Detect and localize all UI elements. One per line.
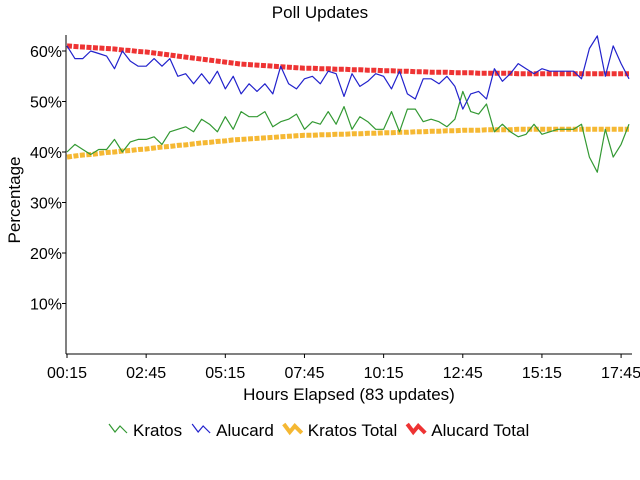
x-tick-label: 12:45 bbox=[443, 365, 483, 382]
y-tick-label: 10% bbox=[30, 297, 62, 314]
series-line-kratos-total bbox=[66, 126, 629, 160]
x-tick-label: 05:15 bbox=[205, 365, 245, 382]
y-ticks: 10% 20% 30% 40% 50% 60% bbox=[30, 44, 66, 314]
x-tick-label: 10:15 bbox=[364, 365, 404, 382]
y-tick-label: 20% bbox=[30, 246, 62, 263]
series-line-alucard-total bbox=[66, 43, 629, 77]
legend-swatch-alucard-total bbox=[405, 422, 427, 436]
legend: Kratos Alucard Kratos Total Alucard Total bbox=[108, 421, 529, 440]
y-axis-label: Percentage bbox=[5, 157, 24, 244]
x-tick-label: 02:45 bbox=[126, 365, 166, 382]
legend-swatch-kratos-total bbox=[282, 422, 304, 436]
x-ticks: 00:15 02:45 05:15 07:45 10:15 12:45 15:15 17:45… bbox=[47, 354, 640, 382]
legend-label-kratos-total: Kratos Total bbox=[308, 421, 397, 440]
legend-label-alucard-total: Alucard Total bbox=[431, 421, 529, 440]
x-tick-label: 17:45 bbox=[601, 365, 640, 382]
legend-label-alucard: Alucard bbox=[216, 421, 274, 440]
x-axis-label: Hours Elapsed (83 updates) bbox=[243, 385, 455, 404]
legend-label-kratos: Kratos bbox=[133, 421, 182, 440]
legend-swatch-alucard bbox=[191, 423, 211, 434]
series-line-kratos bbox=[66, 90, 630, 173]
y-tick-label: 40% bbox=[30, 145, 62, 162]
x-tick-label: 07:45 bbox=[284, 365, 324, 382]
y-tick-label: 50% bbox=[30, 95, 62, 112]
chart-title: Poll Updates bbox=[272, 3, 368, 22]
y-tick-label: 60% bbox=[30, 44, 62, 61]
x-tick-label: 15:15 bbox=[522, 365, 562, 382]
x-tick-label: 00:15 bbox=[47, 365, 87, 382]
series-line-alucard bbox=[66, 35, 630, 110]
plot-area bbox=[66, 35, 630, 173]
legend-swatch-kratos bbox=[108, 423, 128, 434]
axes bbox=[65, 35, 632, 355]
y-tick-label: 30% bbox=[30, 196, 62, 213]
